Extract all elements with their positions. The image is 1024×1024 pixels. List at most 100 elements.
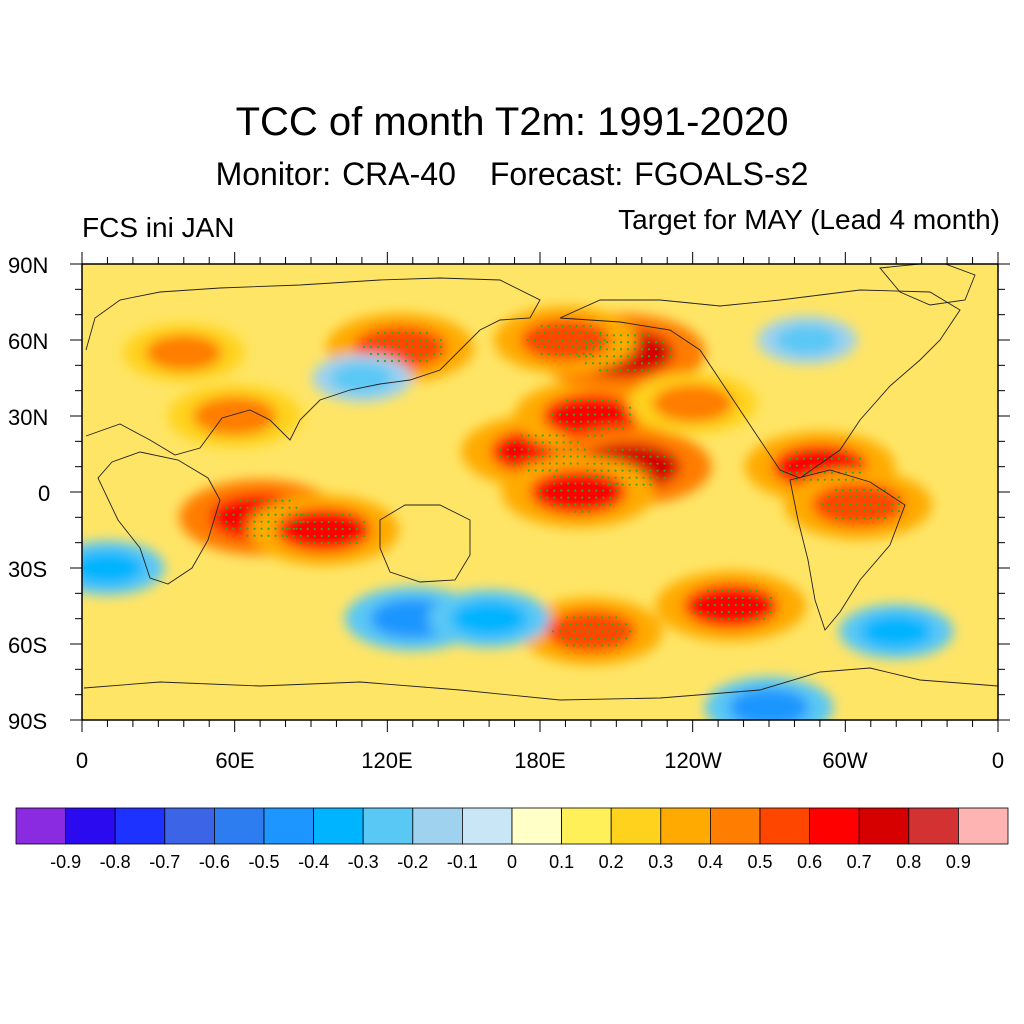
stipple-dot (595, 503, 598, 506)
stipple-dot (621, 413, 625, 416)
stipple-dot (611, 623, 614, 626)
stipple-dot (626, 369, 630, 372)
stipple-dot (341, 541, 344, 545)
stipple-dot (823, 457, 826, 460)
stipple-dot (594, 644, 597, 647)
stipple-dot (598, 348, 602, 351)
stipple-dot (599, 331, 602, 335)
stipple-dot (586, 420, 590, 423)
stipple-dot (741, 610, 744, 614)
stipple-dot (362, 520, 365, 524)
stipple-dot (274, 520, 277, 523)
stipple-dot (769, 610, 772, 614)
stipple-dot (253, 506, 256, 509)
stipple-dot (844, 471, 847, 474)
stipple-dot (534, 462, 537, 465)
stipple-dot (727, 610, 730, 614)
stipple-dot (614, 448, 617, 451)
stipple-dot (281, 499, 284, 502)
colorbar-swatch (313, 807, 364, 845)
stipple-dot (727, 596, 730, 600)
stipple-dot (569, 455, 572, 458)
colorbar-swatch (710, 807, 761, 845)
stipple-dot (369, 352, 373, 356)
stipple-dot (626, 355, 630, 358)
stipple-dot (855, 495, 859, 499)
stipple-dot (621, 420, 625, 423)
stipple-dot (591, 341, 595, 344)
stipple-dot (411, 331, 415, 335)
stipple-dot (327, 520, 330, 524)
stipple-dot (642, 476, 645, 479)
stipple-dot (876, 502, 880, 506)
stipple-dot (573, 630, 576, 633)
stipple-dot (844, 457, 847, 460)
stipple-dot (607, 476, 610, 479)
stipple-dot (239, 513, 242, 516)
stipple-dot (499, 448, 502, 451)
stipple-dot (578, 345, 581, 349)
stipple-dot (609, 482, 612, 485)
stipple-dot (593, 476, 596, 479)
stipple-dot (598, 355, 602, 358)
stipple-dot (621, 455, 624, 458)
stipple-dot (341, 513, 344, 517)
stipple-dot (239, 527, 242, 530)
stipple-dot (576, 623, 579, 626)
stipple-dot (566, 644, 569, 647)
stipple-dot (661, 341, 665, 344)
stipple-dot (577, 355, 581, 358)
stipple-dot (781, 471, 784, 474)
stipple-dot (306, 527, 309, 531)
stipple-dot (232, 527, 235, 530)
stipple-dot (232, 513, 235, 516)
stipple-dot (851, 457, 854, 460)
stipple-dot (607, 483, 610, 486)
stipple-dot (862, 509, 866, 513)
stipple-dot (306, 541, 309, 545)
stipple-dot (603, 338, 606, 342)
stipple-dot (555, 469, 558, 472)
stipple-dot (649, 448, 652, 451)
stipple-dot (334, 534, 337, 538)
stipple-dot (609, 489, 612, 492)
stipple-dot (572, 420, 576, 423)
stipple-dot (260, 506, 263, 509)
stipple-dot (614, 483, 617, 486)
stipple-dot (823, 450, 826, 453)
stipple-dot (390, 331, 394, 335)
stipple-dot (583, 637, 586, 640)
stipple-dot (355, 534, 358, 538)
stipple-dot (572, 427, 576, 430)
stipple-dot (656, 476, 659, 479)
colorbar-swatch (65, 807, 116, 845)
stipple-dot (851, 478, 854, 481)
stipple-dot (432, 338, 436, 342)
stipple-dot (558, 406, 562, 409)
stipple-dot (551, 420, 555, 423)
stipple-dot (288, 520, 291, 523)
axis-ticks (70, 252, 1010, 732)
stipple-dot (253, 534, 256, 537)
stipple-dot (253, 513, 256, 516)
stipple-dot (288, 499, 291, 502)
stipple-dot (748, 596, 751, 600)
stipple-dot (621, 462, 624, 465)
stipple-dot (383, 331, 387, 335)
stipple-dot (520, 434, 523, 437)
stipple-dot (633, 355, 637, 358)
stipple-dot (720, 617, 723, 621)
stipple-dot (621, 406, 625, 409)
stipple-dot (225, 506, 228, 509)
stipple-dot (614, 399, 618, 402)
stipple-dot (575, 352, 578, 356)
stipple-dot (633, 369, 637, 372)
stipple-dot (649, 469, 652, 472)
stipple-dot (534, 441, 537, 444)
stipple-dot (593, 420, 597, 423)
stipple-dot (647, 334, 651, 337)
stipple-dot (699, 603, 702, 607)
stipple-dot (548, 462, 551, 465)
stipple-dot (327, 527, 330, 531)
